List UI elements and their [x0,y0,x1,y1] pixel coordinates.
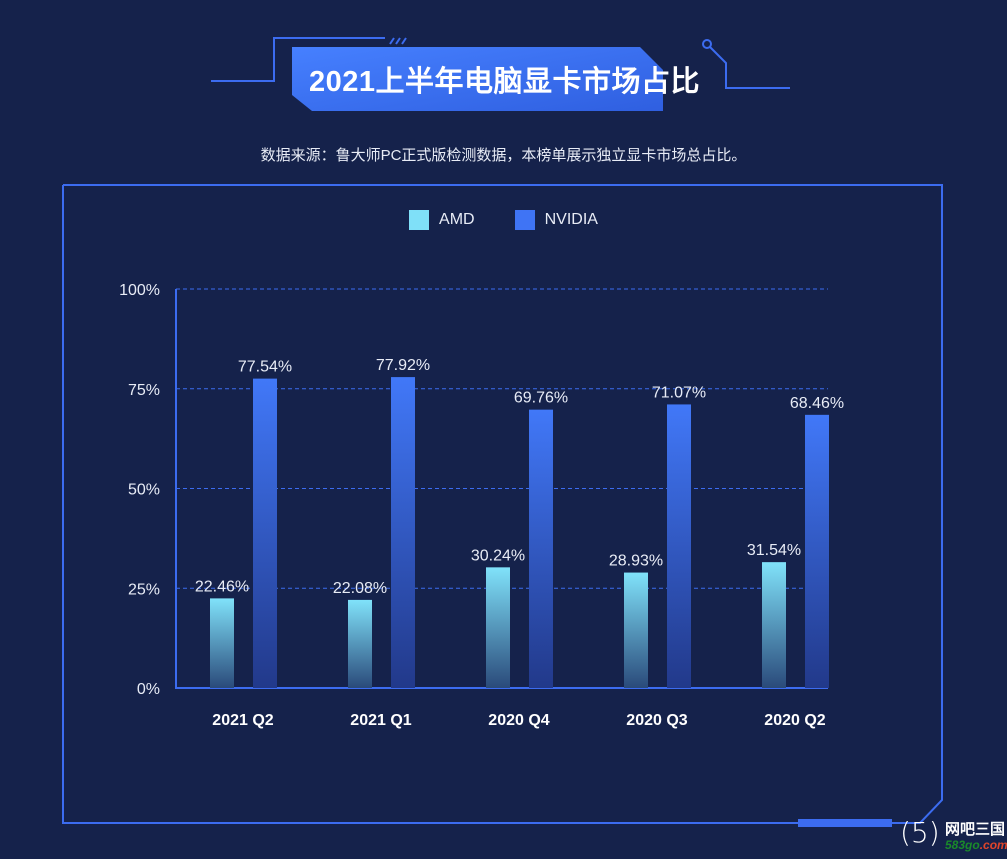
legend: AMD NVIDIA [0,210,1007,230]
bar-amd [624,572,648,688]
x-tick-label: 2020 Q4 [488,712,549,729]
bar-amd [210,598,234,688]
x-tick-label: 2020 Q2 [764,712,825,729]
data-label-amd: 22.46% [195,578,249,595]
logo-name: 网吧三国 [945,821,1006,838]
logo-mark: (5) [900,816,940,849]
y-tick-label: 25% [128,581,160,598]
data-label-nvidia: 77.92% [376,357,430,374]
data-label-amd: 28.93% [609,553,663,570]
y-tick-label: 75% [128,382,160,399]
bar-nvidia [253,378,277,688]
data-label-amd: 22.08% [333,580,387,597]
data-label-nvidia: 71.07% [652,384,706,401]
data-source-note: 数据来源：鲁大师PC正式版检测数据，本榜单展示独立显卡市场总占比。 [260,147,747,164]
data-label-nvidia: 69.76% [514,390,568,407]
legend-label-nvidia: NVIDIA [544,211,598,228]
data-label-amd: 31.54% [747,542,801,559]
bar-nvidia [391,377,415,688]
bar-nvidia [667,404,691,688]
chart-title: 2021上半年电脑显卡市场占比 [308,66,700,98]
nvidia-swatch [514,210,535,230]
bar-nvidia [805,414,829,688]
legend-label-amd: AMD [439,211,475,228]
bar-nvidia [529,409,553,688]
bar-amd [348,599,372,688]
x-tick-label: 2021 Q2 [212,712,273,729]
legend-item-amd[interactable]: AMD [409,210,475,230]
logo-domain: 583go.com [945,838,1007,852]
legend-item-nvidia[interactable]: NVIDIA [514,210,598,230]
y-tick-label: 100% [119,282,160,299]
bar-amd [762,562,786,688]
amd-swatch [409,210,430,230]
data-label-nvidia: 68.46% [790,395,844,412]
bar-amd [486,567,510,688]
y-tick-label: 50% [128,482,160,499]
data-label-amd: 30.24% [471,547,525,564]
x-tick-label: 2021 Q1 [350,712,411,729]
x-tick-label: 2020 Q3 [626,712,687,729]
data-label-nvidia: 77.54% [238,359,292,376]
y-tick-label: 0% [137,681,160,698]
